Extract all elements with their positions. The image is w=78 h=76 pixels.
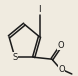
Text: O: O xyxy=(57,41,64,50)
Text: I: I xyxy=(38,5,41,14)
Text: S: S xyxy=(12,53,17,62)
Text: O: O xyxy=(58,65,65,74)
